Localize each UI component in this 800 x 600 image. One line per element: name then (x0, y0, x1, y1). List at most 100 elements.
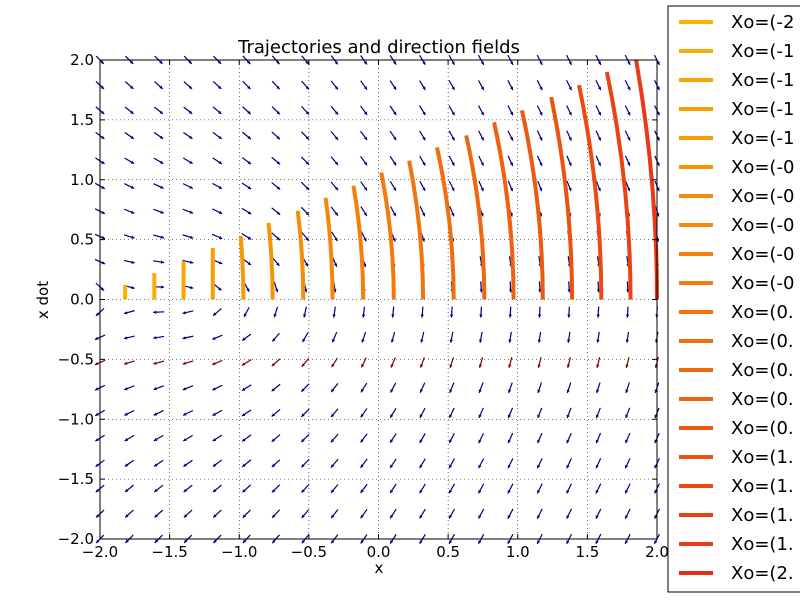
field-arrow (507, 155, 514, 167)
field-arrow (300, 181, 310, 191)
legend-label: Xo=(-0 (731, 244, 794, 265)
field-arrow (271, 257, 280, 267)
field-arrow (566, 432, 572, 444)
field-arrow (300, 383, 310, 393)
field-arrow (241, 409, 252, 417)
field-arrow (182, 234, 194, 239)
legend-label: Xo=(0. (731, 360, 794, 381)
field-arrow (212, 459, 223, 468)
field-arrow (419, 105, 426, 116)
field-arrow (271, 156, 281, 165)
legend-entry: Xo=(-1 (679, 99, 794, 120)
legend-label: Xo=(0. (731, 331, 794, 352)
field-arrow (389, 181, 397, 192)
field-arrow (330, 156, 339, 166)
legend-label: Xo=(1. (731, 505, 794, 526)
field-arrow (596, 382, 601, 394)
legend-entry: Xo=(-0 (679, 215, 794, 236)
field-arrow (300, 206, 310, 216)
field-arrow (124, 459, 135, 468)
field-arrow (330, 433, 339, 443)
field-arrow (537, 357, 542, 369)
legend-entry: Xo=(-0 (679, 157, 794, 178)
field-arrow (360, 382, 368, 393)
field-arrow (242, 80, 251, 90)
field-arrow (566, 357, 571, 369)
field-arrow (536, 80, 543, 91)
field-arrow (271, 106, 281, 115)
legend-label: Xo=(-0 (731, 215, 794, 236)
field-arrow (153, 234, 165, 239)
legend-entry: Xo=(1. (679, 447, 794, 468)
field-arrow (595, 432, 602, 444)
field-arrow (478, 407, 484, 419)
field-arrow (271, 332, 280, 342)
field-arrow (477, 508, 485, 519)
legend-label: Xo=(-1 (731, 99, 794, 120)
trajectory-line (492, 121, 516, 300)
field-arrow (508, 306, 512, 318)
field-arrow (419, 206, 426, 217)
field-arrow (212, 509, 222, 518)
x-tick-label: 1.5 (575, 543, 599, 561)
field-arrow (595, 508, 602, 519)
field-arrow (183, 106, 193, 115)
field-arrow (478, 155, 485, 167)
x-tick-label: 0.5 (436, 543, 460, 561)
field-arrow (153, 335, 165, 340)
field-arrow (182, 259, 194, 264)
field-arrow (271, 484, 281, 493)
field-arrow (241, 333, 252, 342)
field-arrow (154, 509, 164, 518)
field-arrow (182, 360, 194, 365)
field-arrow (183, 484, 193, 493)
field-arrow (419, 407, 426, 419)
field-arrow (124, 157, 135, 165)
field-arrow (123, 208, 135, 214)
trajectories (123, 59, 659, 300)
trajectory-line (407, 160, 426, 300)
field-arrow (595, 155, 602, 167)
field-arrow (536, 432, 543, 444)
field-arrow (153, 385, 164, 391)
x-tick-label: 0.0 (367, 543, 391, 561)
field-arrow (419, 130, 426, 141)
field-arrow (507, 105, 514, 116)
y-tick-label: −1.0 (58, 410, 94, 428)
field-arrow (182, 183, 194, 190)
field-arrow (241, 182, 252, 190)
field-arrow (389, 433, 397, 444)
field-arrow (420, 331, 425, 343)
legend-label: Xo=(0. (731, 418, 794, 439)
field-arrow (360, 206, 368, 217)
field-arrow (478, 432, 485, 444)
field-arrow (300, 458, 310, 468)
field-arrow (361, 306, 366, 318)
field-arrow (124, 409, 135, 416)
x-tick-label: −0.5 (291, 543, 327, 561)
field-arrow (271, 80, 281, 90)
legend-entry: Xo=(-1 (679, 70, 794, 91)
field-arrow (595, 80, 602, 91)
field-arrow (124, 183, 135, 190)
field-arrow (625, 357, 630, 369)
legend-entry: Xo=(-0 (679, 186, 794, 207)
field-arrow (536, 483, 543, 494)
field-arrow (507, 432, 514, 444)
field-arrow (477, 483, 485, 494)
legend-entry: Xo=(2. (679, 563, 794, 584)
field-arrow (124, 81, 134, 90)
field-arrow (242, 106, 252, 115)
field-arrow (301, 80, 310, 90)
field-arrow (479, 331, 483, 343)
field-arrow (449, 331, 454, 343)
field-arrow (449, 357, 455, 368)
trajectory-line (577, 84, 604, 300)
field-arrow (508, 281, 513, 293)
trajectory-line (519, 109, 545, 300)
field-arrow (300, 156, 310, 166)
field-arrow (448, 155, 455, 166)
legend-label: Xo=(2. (731, 563, 794, 584)
field-arrow (123, 310, 135, 315)
field-arrow (153, 360, 165, 365)
